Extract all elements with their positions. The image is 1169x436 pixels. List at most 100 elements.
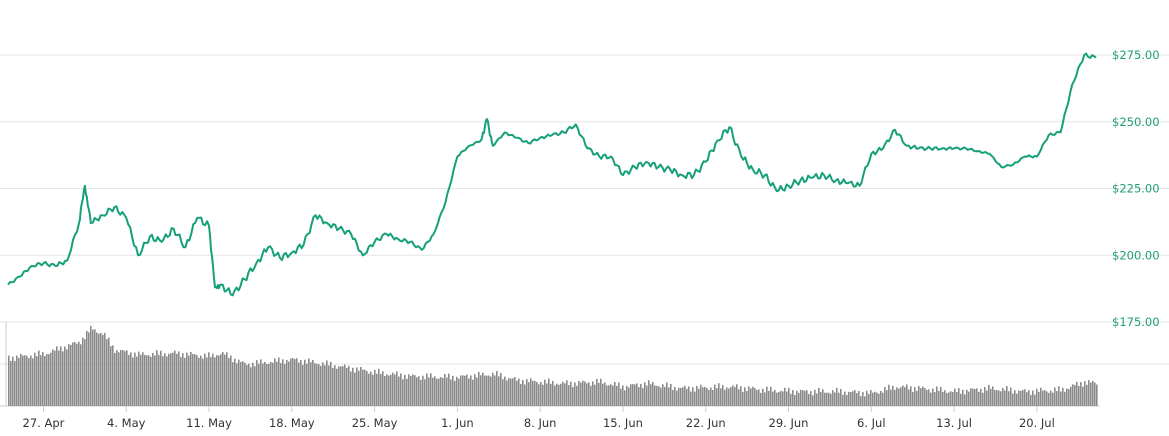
- volume-bar-475: [958, 388, 960, 406]
- volume-bar-239: [486, 375, 488, 406]
- volume-bar-195: [398, 376, 400, 406]
- volume-bar-536: [1080, 382, 1082, 406]
- volume-bar-302: [612, 385, 614, 406]
- volume-bar-458: [924, 388, 926, 406]
- volume-bar-164: [336, 368, 338, 406]
- volume-bar-457: [922, 386, 924, 406]
- volume-bar-143: [294, 359, 296, 406]
- volume-bar-24: [56, 346, 58, 406]
- volume-bar-252: [512, 378, 514, 406]
- volume-bar-517: [1042, 390, 1044, 406]
- volume-bar-379: [766, 386, 768, 406]
- volume-bar-390: [788, 387, 790, 406]
- volume-bar-434: [876, 392, 878, 406]
- volume-bar-82: [172, 352, 174, 406]
- volume-bar-312: [632, 384, 634, 406]
- volume-bar-262: [532, 380, 534, 406]
- volume-bar-353: [714, 384, 716, 406]
- volume-bar-140: [288, 361, 290, 406]
- volume-bar-332: [672, 389, 674, 406]
- volume-bar-259: [526, 379, 528, 406]
- volume-bar-329: [666, 382, 668, 406]
- volume-bar-276: [560, 383, 562, 406]
- volume-bar-232: [472, 379, 474, 406]
- volume-bar-221: [450, 379, 452, 406]
- volume-bar-244: [496, 371, 498, 406]
- volume-bar-339: [686, 388, 688, 406]
- volume-bar-437: [882, 392, 884, 406]
- volume-bar-220: [448, 373, 450, 406]
- volume-bar-391: [790, 393, 792, 406]
- volume-bar-226: [460, 375, 462, 406]
- volume-bar-307: [622, 385, 624, 406]
- volume-bar-376: [760, 392, 762, 406]
- volume-bar-331: [670, 383, 672, 406]
- volume-bar-446: [900, 387, 902, 406]
- volume-bar-540: [1088, 380, 1090, 406]
- volume-bar-320: [648, 380, 650, 406]
- volume-bar-325: [658, 386, 660, 406]
- volume-bar-334: [676, 390, 678, 406]
- volume-bar-145: [298, 362, 300, 406]
- volume-bar-42: [92, 329, 94, 406]
- volume-bar-354: [716, 388, 718, 406]
- volume-bar-330: [668, 387, 670, 406]
- volume-bar-298: [604, 382, 606, 406]
- volume-bar-17: [42, 352, 44, 406]
- volume-bar-525: [1058, 386, 1060, 406]
- volume-bar-196: [400, 373, 402, 406]
- x-tick-label-10: 6. Jul: [857, 416, 886, 430]
- volume-bar-460: [928, 389, 930, 406]
- volume-bar-258: [524, 384, 526, 406]
- volume-bar-165: [338, 366, 340, 406]
- volume-bar-403: [814, 389, 816, 406]
- x-tick-label-12: 20. Jul: [1019, 416, 1055, 430]
- volume-series: [8, 325, 1098, 406]
- volume-bar-296: [600, 378, 602, 406]
- volume-bar-172: [352, 367, 354, 406]
- volume-bar-113: [234, 358, 236, 406]
- volume-bar-436: [880, 390, 882, 406]
- volume-bar-321: [650, 384, 652, 406]
- volume-bar-306: [620, 388, 622, 406]
- volume-bar-274: [556, 383, 558, 406]
- volume-bar-319: [646, 385, 648, 406]
- volume-bar-127: [262, 363, 264, 406]
- volume-bar-106: [220, 354, 222, 406]
- volume-bar-361: [730, 387, 732, 406]
- volume-bar-468: [944, 390, 946, 406]
- volume-bar-86: [180, 357, 182, 406]
- volume-bar-512: [1032, 390, 1034, 406]
- volume-bar-120: [248, 363, 250, 406]
- volume-bar-121: [250, 367, 252, 406]
- volume-bar-543: [1094, 382, 1096, 406]
- volume-bar-188: [384, 375, 386, 406]
- volume-bar-426: [860, 396, 862, 406]
- volume-bar-12: [32, 358, 34, 406]
- volume-bar-40: [88, 332, 90, 406]
- volume-bar-280: [568, 385, 570, 406]
- volume-bar-187: [382, 371, 384, 406]
- volume-bar-212: [432, 377, 434, 406]
- volume-bar-200: [408, 374, 410, 406]
- volume-bar-51: [110, 346, 112, 406]
- volume-bar-158: [324, 365, 326, 406]
- volume-bar-419: [846, 394, 848, 406]
- volume-bar-285: [578, 381, 580, 406]
- volume-bar-335: [678, 387, 680, 406]
- volume-bar-429: [866, 390, 868, 406]
- volume-bar-323: [654, 385, 656, 406]
- volume-bar-291: [590, 385, 592, 406]
- volume-bar-368: [744, 387, 746, 406]
- volume-bar-313: [634, 384, 636, 406]
- volume-bar-424: [856, 393, 858, 406]
- volume-bar-219: [446, 377, 448, 406]
- volume-bar-290: [588, 382, 590, 406]
- volume-bar-241: [490, 376, 492, 406]
- volume-bar-544: [1096, 384, 1098, 406]
- volume-bar-309: [626, 385, 628, 406]
- volume-bar-267: [542, 384, 544, 406]
- volume-bar-431: [870, 390, 872, 406]
- volume-bar-35: [78, 341, 80, 406]
- volume-bar-466: [940, 386, 942, 406]
